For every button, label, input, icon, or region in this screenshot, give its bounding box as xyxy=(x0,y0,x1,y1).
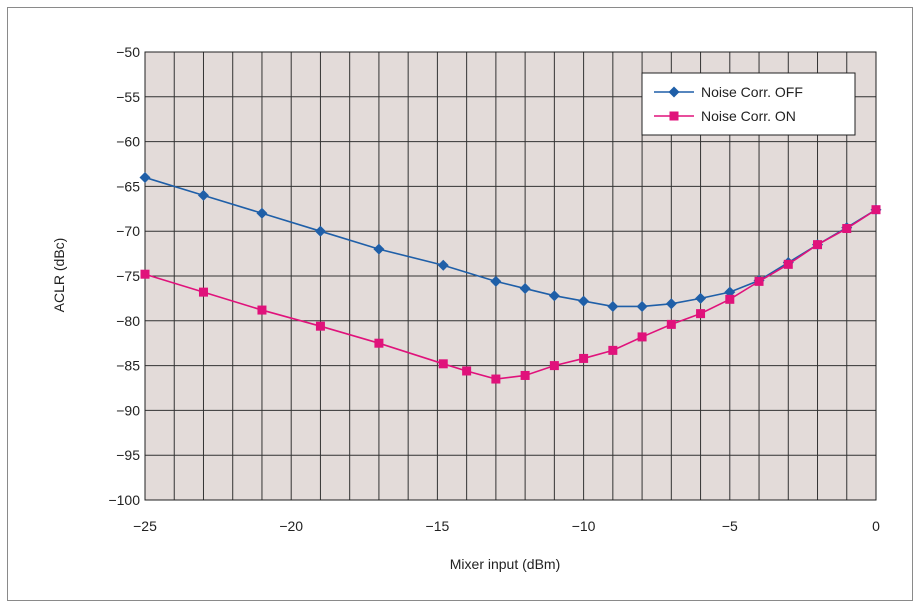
legend-marker-noise-corr-off xyxy=(668,86,680,98)
data-point-noise-corr-on xyxy=(783,259,793,269)
data-point-noise-corr-on xyxy=(257,305,267,315)
data-point-noise-corr-off xyxy=(665,298,677,310)
data-point-noise-corr-on xyxy=(374,338,384,348)
y-tick-label: −60 xyxy=(116,134,140,150)
data-point-noise-corr-on xyxy=(579,353,589,363)
data-point-noise-corr-on xyxy=(462,366,472,376)
y-tick-label: −85 xyxy=(116,358,140,374)
y-tick-label: −95 xyxy=(116,447,140,463)
series-noise-corr-on xyxy=(140,205,881,384)
y-tick-label: −70 xyxy=(116,223,140,239)
data-point-noise-corr-on xyxy=(637,332,647,342)
data-point-noise-corr-off xyxy=(139,171,151,183)
data-point-noise-corr-on xyxy=(666,319,676,329)
series-layer xyxy=(139,171,882,384)
legend-box xyxy=(641,72,856,136)
y-tick-label: −65 xyxy=(116,178,140,194)
x-axis-ticks: −25 −20 −15 −10 −5 0 xyxy=(133,518,880,534)
y-axis-ticks: −50 −55 −60 −65 −70 −75 −80 −85 −90 −95 −100 xyxy=(108,44,140,508)
data-point-noise-corr-off xyxy=(437,259,449,271)
series-line-noise-corr-off xyxy=(144,176,877,308)
x-tick-label: 0 xyxy=(872,518,880,534)
data-point-noise-corr-on xyxy=(696,309,706,319)
x-tick-label: −25 xyxy=(133,518,157,534)
legend-label-noise-corr-on: Noise Corr. ON xyxy=(701,108,796,124)
data-point-noise-corr-on xyxy=(842,224,852,234)
data-point-noise-corr-off xyxy=(373,243,385,255)
data-point-noise-corr-on xyxy=(725,294,735,304)
y-tick-label: −80 xyxy=(116,313,140,329)
legend-marker-noise-corr-on xyxy=(669,111,679,121)
data-point-noise-corr-on xyxy=(315,321,325,331)
data-point-noise-corr-off xyxy=(314,225,326,237)
x-tick-label: −20 xyxy=(279,518,303,534)
x-tick-label: −15 xyxy=(426,518,450,534)
y-tick-label: −90 xyxy=(116,402,140,418)
x-tick-label: −10 xyxy=(572,518,596,534)
data-point-noise-corr-on xyxy=(608,345,618,355)
data-point-noise-corr-on xyxy=(491,374,501,384)
y-tick-label: −100 xyxy=(108,492,140,508)
data-point-noise-corr-on xyxy=(549,361,559,371)
data-point-noise-corr-off xyxy=(490,275,502,287)
data-point-noise-corr-off xyxy=(607,300,619,312)
y-axis-label: ACLR (dBc) xyxy=(51,238,67,313)
y-tick-label: −55 xyxy=(116,89,140,105)
data-point-noise-corr-off xyxy=(636,300,648,312)
x-axis-label: Mixer input (dBm) xyxy=(450,556,560,572)
legend-label-noise-corr-off: Noise Corr. OFF xyxy=(701,84,803,100)
data-point-noise-corr-on xyxy=(438,359,448,369)
data-point-noise-corr-off xyxy=(197,189,209,201)
data-point-noise-corr-off xyxy=(695,292,707,304)
data-point-noise-corr-on xyxy=(198,287,208,297)
y-tick-label: −75 xyxy=(116,268,140,284)
data-point-noise-corr-on xyxy=(813,240,823,250)
x-tick-label: −5 xyxy=(722,518,738,534)
data-point-noise-corr-on xyxy=(871,205,881,215)
data-point-noise-corr-off xyxy=(256,207,268,219)
data-point-noise-corr-on xyxy=(754,276,764,286)
data-point-noise-corr-off xyxy=(519,283,531,295)
data-point-noise-corr-on xyxy=(520,370,530,380)
data-point-noise-corr-on xyxy=(140,269,150,279)
data-point-noise-corr-off xyxy=(548,290,560,302)
legend: Noise Corr. OFF Noise Corr. ON xyxy=(641,72,856,136)
data-point-noise-corr-off xyxy=(578,295,590,307)
y-tick-label: −50 xyxy=(116,44,140,60)
